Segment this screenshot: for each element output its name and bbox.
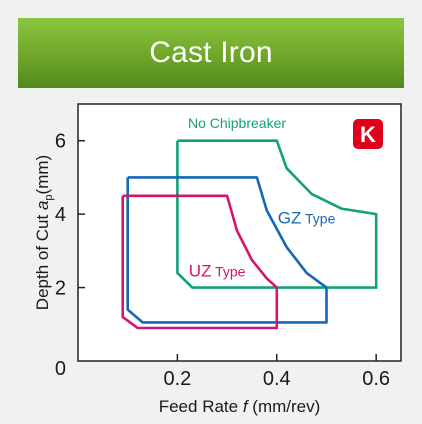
series-label-uz-type: UZ Type — [189, 262, 246, 281]
badge-background — [353, 119, 383, 149]
y-tick-label: 2 — [55, 278, 66, 300]
x-tick-label: 0.6 — [362, 368, 390, 390]
y-tick-label: 4 — [55, 204, 66, 226]
y-axis-title-prefix: Depth of Cut — [33, 210, 52, 310]
x-axis-title: Feed Rate f (mm/rev) — [159, 397, 321, 416]
x-axis-title-unit: (mm/rev) — [248, 397, 321, 416]
plot-area — [77, 103, 402, 362]
x-tick-label: 0.2 — [163, 368, 191, 390]
y-axis-title-subscript: p — [43, 194, 55, 200]
series-outline-gz-type — [126, 176, 328, 324]
y-axis-title-symbol: a — [33, 201, 52, 210]
series-outline-no-chipbreaker — [176, 139, 378, 289]
series-label-no-chipbreaker: No Chipbreaker — [188, 115, 286, 131]
series-outline-uz-type — [121, 194, 279, 330]
badge-letter: K — [360, 122, 376, 147]
y-tick-label: 6 — [55, 131, 66, 153]
x-tick-label: 0.4 — [263, 368, 291, 390]
material-badge: K — [353, 119, 383, 149]
y-tick-label: 0 — [55, 358, 66, 380]
series-label-gz-type: GZ Type — [278, 208, 336, 227]
y-axis-title: Depth of Cut ap(mm) — [33, 155, 55, 310]
x-axis-title-prefix: Feed Rate — [159, 397, 243, 416]
title-banner: Cast Iron — [18, 18, 404, 88]
series-layer: No Chipbreaker GZ Type UZ Type — [121, 115, 378, 330]
x-axis-title-symbol: f — [243, 397, 250, 416]
y-axis-title-unit: (mm) — [33, 155, 52, 195]
ticks-layer: 0.2 0.4 0.6 0 2 4 6 — [55, 131, 390, 390]
banner-title: Cast Iron — [149, 36, 273, 69]
